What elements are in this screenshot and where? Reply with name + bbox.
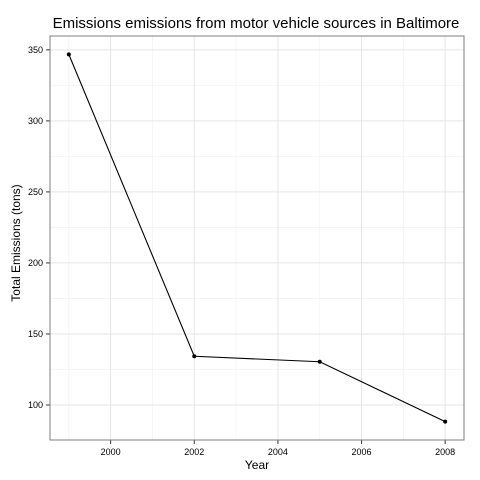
x-tick-label: 2000 bbox=[101, 447, 121, 457]
axis-ticks: 2000 2002 2004 2006 2008 100 150 200 250 300 350 bbox=[28, 45, 455, 457]
data-point bbox=[66, 52, 71, 57]
series-group bbox=[66, 52, 448, 424]
data-point bbox=[192, 354, 197, 359]
chart-title: Emissions emissions from motor vehicle s… bbox=[53, 15, 460, 32]
y-tick-label: 100 bbox=[28, 400, 43, 410]
data-point bbox=[317, 359, 322, 364]
y-tick-label: 250 bbox=[28, 187, 43, 197]
x-tick-label: 2002 bbox=[184, 447, 204, 457]
plot-panel bbox=[49, 35, 465, 441]
y-tick-label: 300 bbox=[28, 116, 43, 126]
series-line bbox=[68, 54, 446, 423]
y-tick-label: 150 bbox=[28, 329, 43, 339]
y-tick-label: 200 bbox=[28, 258, 43, 268]
x-tick-label: 2004 bbox=[268, 447, 288, 457]
y-tick-label: 350 bbox=[28, 45, 43, 55]
x-tick-label: 2006 bbox=[352, 447, 372, 457]
x-axis-label: Year bbox=[245, 458, 269, 472]
grid-lines bbox=[50, 36, 464, 440]
y-axis-label: Total Emissions (tons) bbox=[9, 184, 23, 301]
data-point bbox=[443, 419, 448, 424]
x-tick-label: 2008 bbox=[435, 447, 455, 457]
